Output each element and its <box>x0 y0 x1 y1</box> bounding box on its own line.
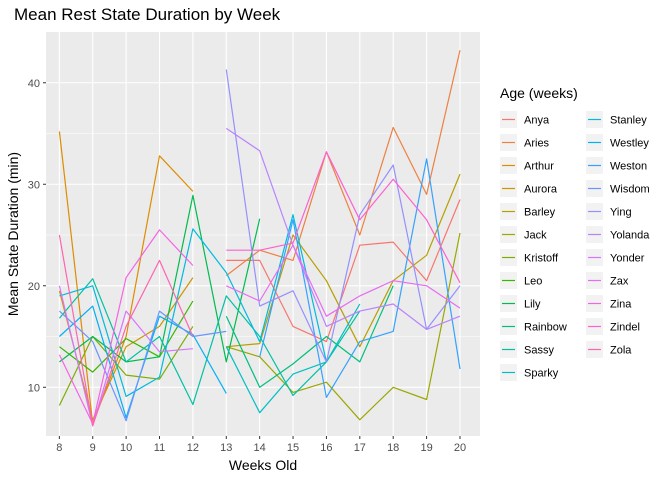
series-lines <box>58 50 461 427</box>
legend-label: Lily <box>524 299 541 311</box>
x-tick-label: 18 <box>387 442 399 454</box>
y-tick-label: 10 <box>28 382 40 394</box>
series-line-stanley <box>59 214 327 397</box>
x-tick-label: 19 <box>420 442 432 454</box>
legend-label: Wisdom <box>610 184 650 196</box>
legend-item-sparky: Sparky <box>500 364 559 381</box>
legend-item-aurora: Aurora <box>500 180 558 197</box>
legend-item-yolanda: Yolanda <box>586 226 650 243</box>
x-tick-label: 20 <box>454 442 466 454</box>
x-tick-label: 14 <box>254 442 266 454</box>
legend-label: Ying <box>610 207 632 219</box>
legend-label: Arthur <box>524 161 554 173</box>
y-tick-label: 20 <box>28 281 40 293</box>
legend-label: Weston <box>610 161 647 173</box>
chart-title: Mean Rest State Duration by Week <box>14 5 281 24</box>
legend-item-westley: Westley <box>586 134 649 151</box>
y-tick-label: 40 <box>28 78 40 90</box>
series-line-ying <box>225 69 461 363</box>
x-tick-label: 10 <box>120 442 132 454</box>
series-line-weston <box>259 158 461 398</box>
legend-label: Zina <box>610 299 632 311</box>
series-line-yonder <box>58 285 193 427</box>
legend-label: Zax <box>610 276 629 288</box>
legend-label: Leo <box>524 276 542 288</box>
legend-label: Kristoff <box>524 253 559 265</box>
legend-title: Age (weeks) <box>500 85 578 101</box>
x-tick-label: 15 <box>287 442 299 454</box>
legend-item-aries: Aries <box>500 134 550 151</box>
x-tick-label: 9 <box>90 442 96 454</box>
legend-label: Stanley <box>610 115 647 127</box>
y-tick-label: 30 <box>28 179 40 191</box>
series-line-lily <box>59 194 261 363</box>
series-line-rainbow <box>225 285 394 388</box>
legend-item-weston: Weston <box>586 157 647 174</box>
legend-label: Sassy <box>524 345 554 357</box>
legend-item-zindel: Zindel <box>586 318 640 335</box>
legend-item-zola: Zola <box>586 341 632 358</box>
legend-item-wisdom: Wisdom <box>586 180 650 197</box>
y-axis: 10 20 30 40 <box>28 78 46 394</box>
x-axis: 8 9 10 11 12 13 14 15 16 17 18 19 20 <box>56 436 466 454</box>
legend-label: Barley <box>524 207 556 219</box>
legend-item-kristoff: Kristoff <box>500 249 559 266</box>
legend-item-leo: Leo <box>500 272 542 289</box>
legend-item-ying: Ying <box>586 203 632 220</box>
legend-label: Aries <box>524 138 550 150</box>
legend-label: Westley <box>610 138 649 150</box>
legend-item-zina: Zina <box>586 295 632 312</box>
x-tick-label: 8 <box>56 442 62 454</box>
legend-label: Yolanda <box>610 230 650 242</box>
series-line-zindel <box>226 151 461 283</box>
legend-label: Jack <box>524 230 547 242</box>
series-line-yolanda <box>225 127 461 330</box>
legend-item-lily: Lily <box>500 295 541 312</box>
x-tick-label: 17 <box>354 442 366 454</box>
series-line-anya <box>226 199 461 343</box>
x-axis-title: Weeks Old <box>229 457 297 473</box>
series-line-jack <box>226 232 461 421</box>
series-line-barley <box>226 173 461 348</box>
series-line-sassy <box>58 278 361 406</box>
series-line-wisdom <box>58 310 227 422</box>
legend-item-rainbow: Rainbow <box>500 318 567 335</box>
legend-label: Aurora <box>524 184 558 196</box>
x-tick-label: 16 <box>320 442 332 454</box>
x-tick-label: 12 <box>187 442 199 454</box>
series-line-sparky <box>225 303 361 414</box>
y-axis-title: Mean State Duration (min) <box>5 152 21 316</box>
series-line-aries <box>225 50 461 277</box>
legend-label: Rainbow <box>524 322 567 334</box>
legend-label: Yonder <box>610 253 645 265</box>
legend-label: Sparky <box>524 368 559 380</box>
series-line-zax <box>226 244 461 317</box>
x-tick-label: 11 <box>154 442 165 454</box>
x-tick-label: 13 <box>220 442 232 454</box>
legend-label: Zindel <box>610 322 640 334</box>
legend-item-arthur: Arthur <box>500 157 554 174</box>
series-line-arthur <box>58 131 194 425</box>
legend-item-yonder: Yonder <box>586 249 645 266</box>
legend-item-zax: Zax <box>586 272 629 289</box>
legend-label: Anya <box>524 115 550 127</box>
series-line-zina <box>58 229 194 425</box>
legend-item-anya: Anya <box>500 111 550 128</box>
legend-item-stanley: Stanley <box>586 111 647 128</box>
legend-label: Zola <box>610 345 632 357</box>
legend-item-jack: Jack <box>500 226 547 243</box>
legend: Age (weeks) Anya Aries Arthur Aurora Barley J… <box>500 85 650 381</box>
legend-item-sassy: Sassy <box>500 341 554 358</box>
series-line-zola <box>58 234 194 427</box>
legend-item-barley: Barley <box>500 203 556 220</box>
